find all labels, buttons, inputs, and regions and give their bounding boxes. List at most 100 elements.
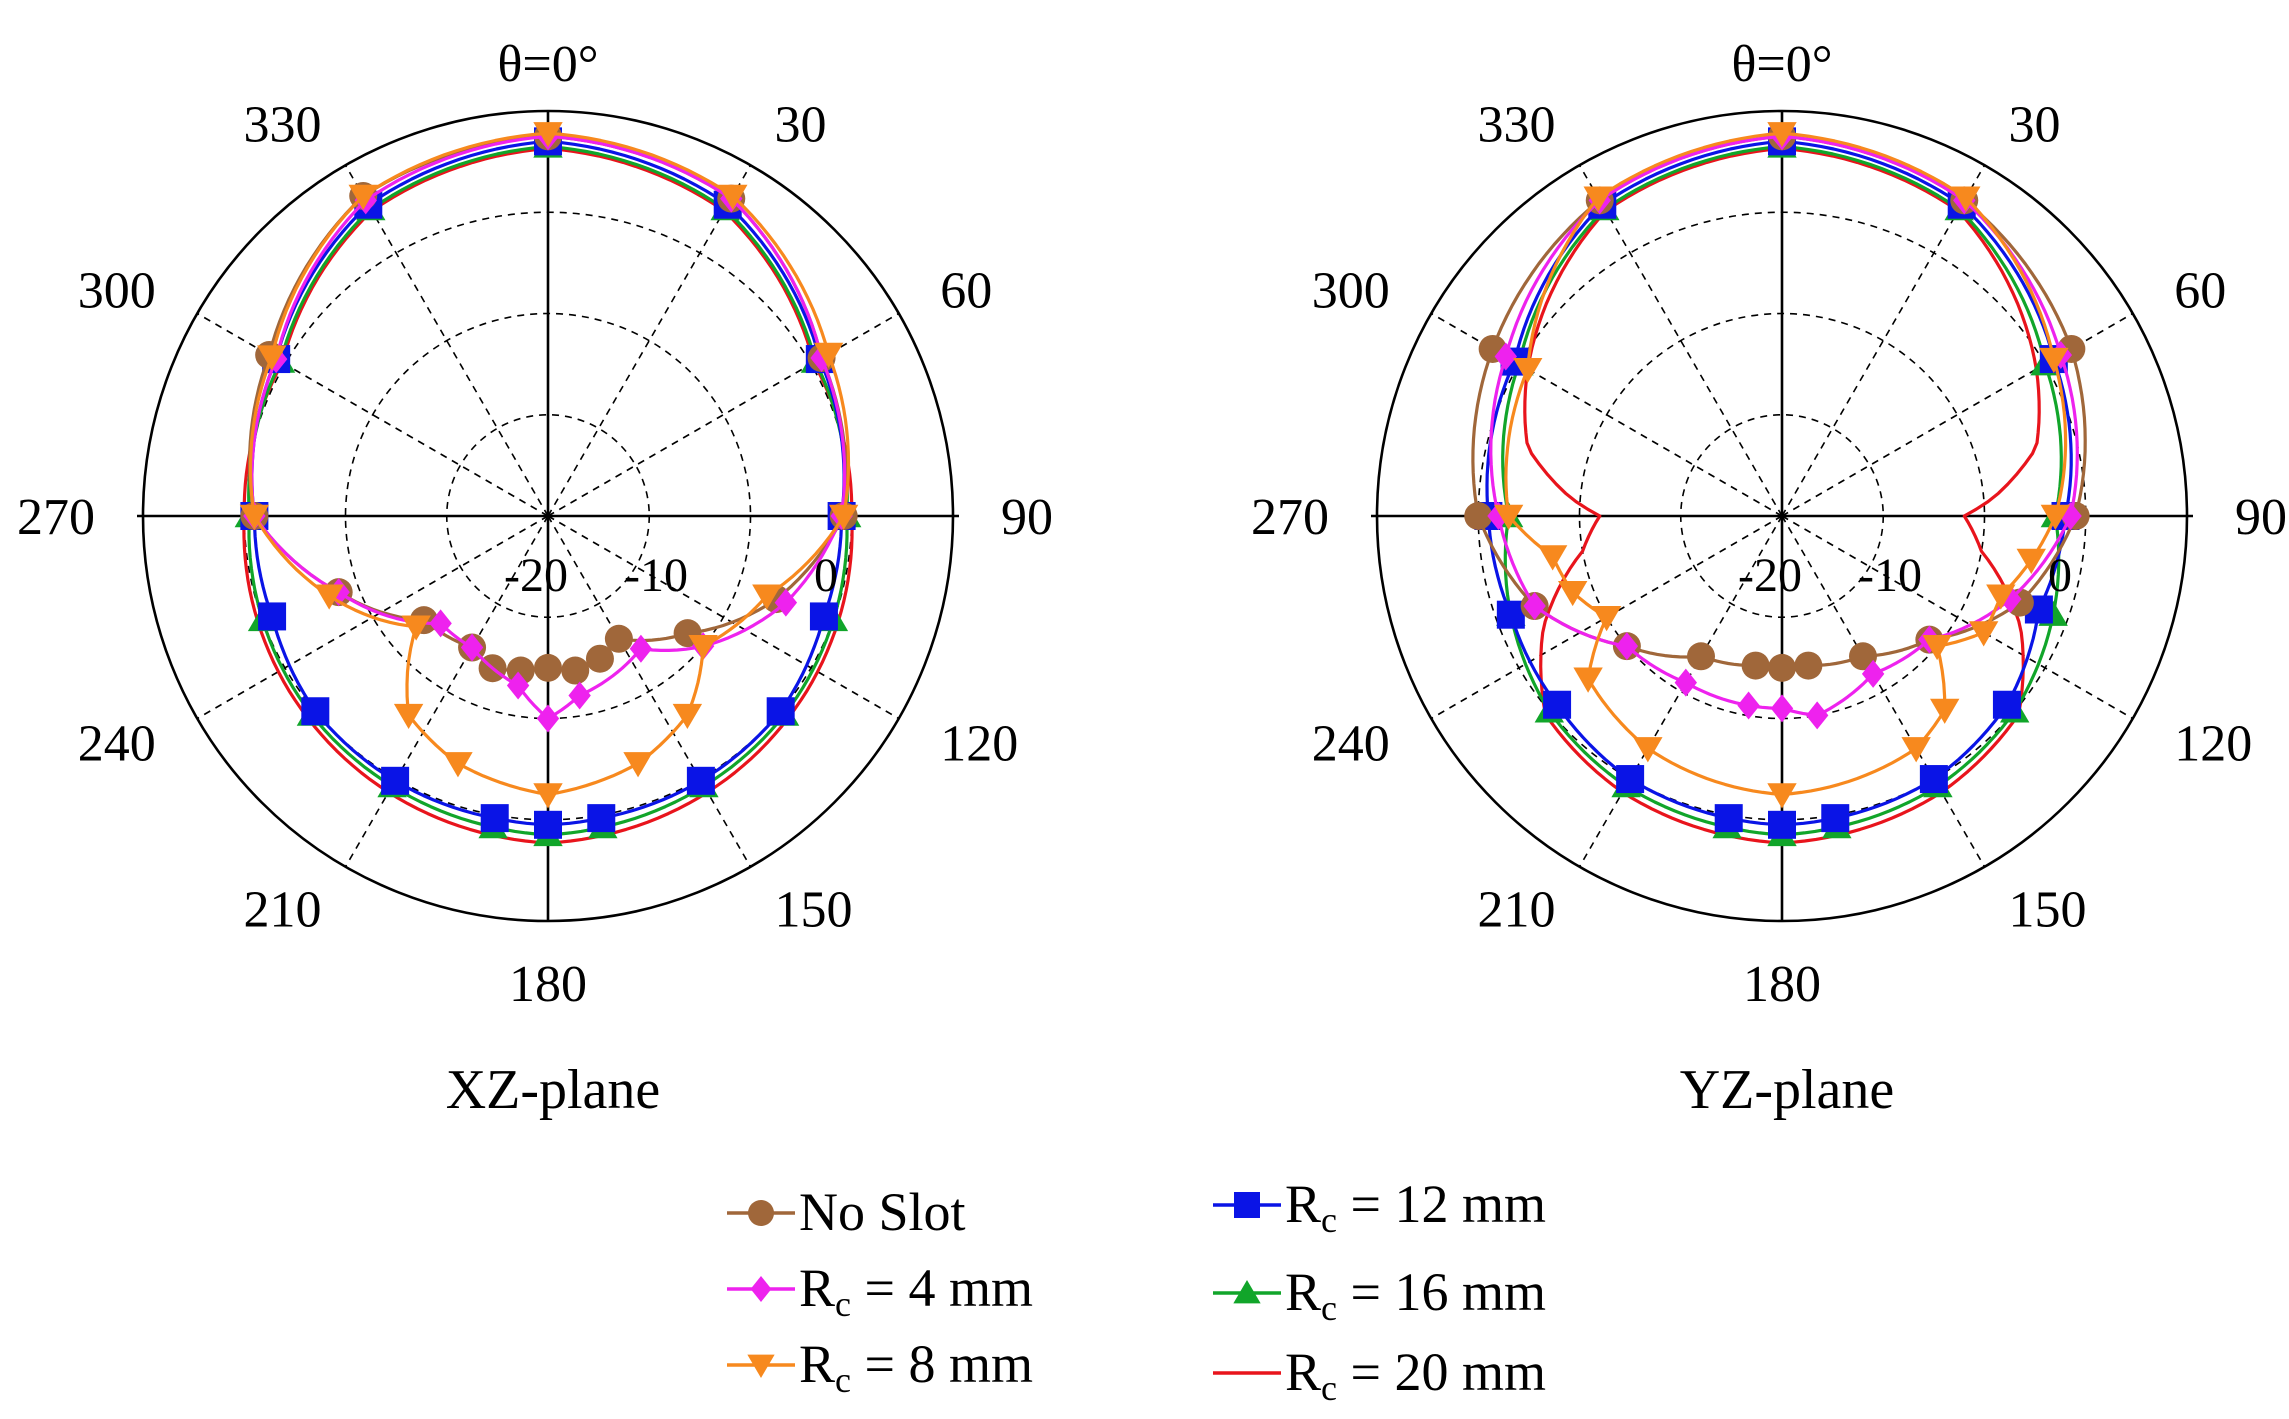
yz-point-rc8-270	[1493, 504, 1524, 530]
yz-point-rc8-0	[1767, 122, 1797, 148]
yz-point-rc4-170	[1805, 701, 1829, 730]
yz-point-rc4-150	[1861, 659, 1885, 688]
yz-angle-label-240: 240	[1312, 716, 1390, 773]
legend-label-noslot: No Slot	[799, 1182, 966, 1242]
spoke-240	[1430, 515, 1783, 720]
yz-angle-label-210: 210	[1478, 881, 1556, 938]
xz-point-rc4-145	[629, 634, 653, 663]
spoke-300	[1430, 312, 1783, 517]
yz-point-rc4-250	[1523, 592, 1546, 621]
xz-angle-label-120: 120	[940, 716, 1018, 773]
xz-point-rc8-60	[813, 342, 844, 368]
yz-point-rc12-150	[1919, 765, 1948, 794]
yz-angle-label-0: θ=0°	[1731, 36, 1832, 93]
xz-point-rc8-330	[348, 184, 378, 210]
yz-point-rc4-180	[1770, 694, 1794, 723]
xz-point-rc12-110	[809, 602, 838, 631]
spoke-30	[547, 164, 752, 517]
xz-point-rc8-130	[688, 634, 718, 661]
legend: No Slot Rc = 4 mm Rc = 8 mm Rc = 12 mm Rc = …	[727, 1174, 1546, 1408]
xz-radial-label-2: 0	[814, 549, 838, 602]
yz-point-rc12-130	[1992, 690, 2021, 719]
yz-angle-label-300: 300	[1312, 263, 1390, 320]
xz-angle-label-330: 330	[244, 97, 322, 154]
yz-angle-label-60: 60	[2174, 263, 2226, 320]
spoke-30	[1781, 164, 1986, 517]
xz-point-rc8-270	[239, 504, 270, 530]
xz-angle-label-0: θ=0°	[497, 36, 598, 93]
yz-point-rc8-130	[1922, 634, 1952, 661]
yz-plane-title: YZ-plane	[1680, 1059, 1895, 1121]
yz-point-noslot-190	[1741, 651, 1770, 680]
xz-point-rc4-180	[536, 704, 560, 733]
xz-angle-label-300: 300	[78, 263, 156, 320]
xz-point-noslot-170	[561, 656, 590, 685]
xz-angle-label-60: 60	[940, 263, 992, 320]
yz-point-rc8-330	[1583, 186, 1613, 212]
yz-point-rc12-190	[1714, 804, 1743, 833]
legend-marker-rc16	[1233, 1280, 1261, 1304]
xz-point-rc12-230	[301, 697, 330, 726]
yz-radial-label-1: -10	[1858, 549, 1922, 602]
yz-point-rc8-210	[1633, 737, 1663, 763]
yz-point-rc8-260	[1537, 545, 1568, 571]
yz-point-rc8-150	[1901, 737, 1931, 763]
xz-point-rc8-180	[533, 783, 563, 809]
xz-point-rc8-30	[718, 184, 748, 210]
yz-point-rc12-180	[1768, 810, 1796, 839]
spoke-60	[547, 312, 900, 517]
spoke-210	[344, 515, 549, 868]
yz-point-rc8-120	[1968, 621, 1999, 647]
yz-point-rc4-230	[1615, 632, 1639, 661]
xz-point-rc12-180	[534, 810, 562, 839]
xz-angle-label-240: 240	[78, 716, 156, 773]
spoke-120	[1781, 515, 2134, 720]
yz-point-rc8-140	[1930, 698, 1960, 724]
yz-point-rc12-250	[1496, 600, 1525, 629]
yz-plane-polar-chart: θ=0° 30 60 90 120 150 180 210 240 270 300 330 -20 -10…	[1251, 36, 2287, 1121]
spoke-240	[196, 515, 549, 720]
yz-point-rc8-250	[1557, 580, 1588, 607]
xz-point-rc8-160	[623, 752, 653, 778]
xz-point-rc12-250	[258, 602, 287, 631]
xz-point-noslot-160	[585, 644, 614, 673]
spoke-120	[547, 515, 900, 720]
xz-point-rc4-170	[568, 681, 591, 710]
yz-angle-label-150: 150	[2009, 881, 2087, 938]
xz-point-rc12-150	[686, 766, 715, 795]
xz-point-rc8-250	[314, 584, 344, 610]
spoke-150	[547, 515, 752, 868]
legend-label-rc4: Rc = 4 mm	[799, 1258, 1033, 1324]
xz-point-rc4-225	[429, 609, 452, 638]
yz-angle-label-180: 180	[1743, 956, 1821, 1013]
yz-point-rc4-190	[1737, 691, 1760, 720]
spoke-300	[196, 312, 549, 517]
yz-point-noslot-150	[1849, 642, 1877, 671]
yz-radial-label-0: -20	[1738, 549, 1802, 602]
spoke-210	[1578, 515, 1783, 868]
spoke-330	[1578, 164, 1783, 517]
spoke-60	[1781, 312, 2134, 517]
yz-point-rc8-110	[1986, 584, 2016, 610]
xz-radial-label-0: -20	[504, 549, 568, 602]
yz-angle-label-30: 30	[2009, 97, 2061, 154]
xz-plane-polar-chart: θ=0° 30 60 90 120 150 180 210 240 270 300 330 -20 -10…	[17, 36, 1053, 1121]
legend-label-rc16: Rc = 16 mm	[1285, 1262, 1546, 1328]
yz-point-rc4-110	[1999, 585, 2022, 614]
xz-plane-title: XZ-plane	[446, 1059, 661, 1121]
legend-marker-rc8	[747, 1354, 775, 1378]
yz-point-noslot-270	[1464, 502, 1493, 530]
legend-marker-noslot	[748, 1200, 774, 1226]
yz-angle-label-270: 270	[1251, 489, 1329, 546]
yz-point-rc8-30	[1951, 186, 1981, 212]
xz-point-rc8-230	[401, 615, 431, 641]
yz-point-rc4-90	[2059, 502, 2082, 530]
xz-angle-label-150: 150	[775, 881, 853, 938]
xz-angle-label-180: 180	[509, 956, 587, 1013]
legend-label-rc20: Rc = 20 mm	[1285, 1342, 1546, 1408]
yz-point-rc8-180	[1767, 783, 1797, 809]
legend-marker-rc12	[1234, 1192, 1260, 1218]
spoke-150	[1781, 515, 1986, 868]
xz-angle-label-210: 210	[244, 881, 322, 938]
